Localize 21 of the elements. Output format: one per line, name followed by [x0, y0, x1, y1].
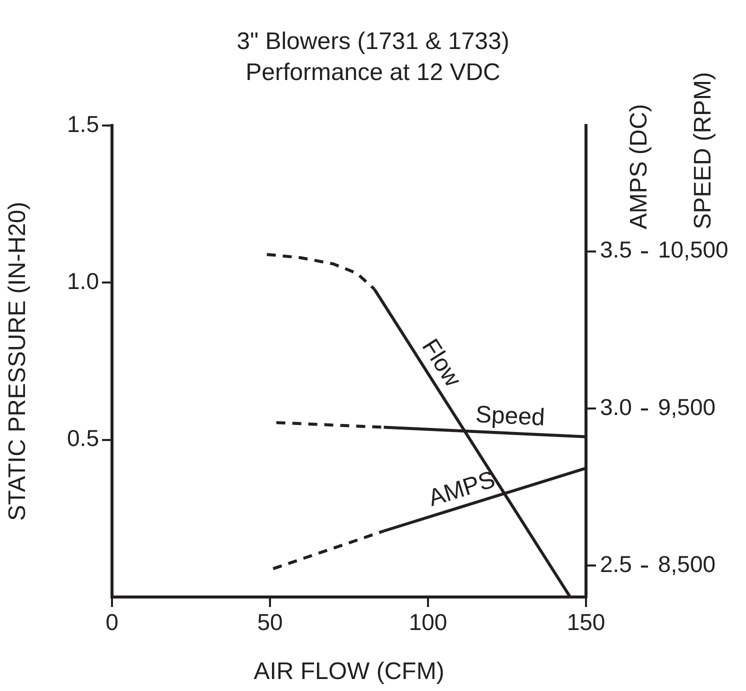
y3-tick-label: 9,500 — [658, 394, 716, 420]
text: AMPS — [425, 466, 498, 512]
x-tick-label: 50 — [257, 609, 283, 636]
y-tick-label: 1.0 — [67, 268, 99, 294]
x-tick-label: 150 — [566, 609, 606, 636]
y-tick-label: 0.5 — [67, 425, 99, 452]
series-label: Speed — [474, 401, 546, 432]
y2-tick-label: 2.5 — [600, 550, 632, 577]
y3-tick-label: 8,500 — [658, 550, 716, 577]
y-axis-title: STATIC PRESSURE (IN-H20) — [4, 202, 32, 521]
x-axis-title: AIR FLOW (CFM) — [254, 658, 444, 686]
y3-axis-title: SPEED (RPM) — [690, 72, 717, 230]
chart-title: 3" Blowers (1731 & 1733) — [236, 28, 510, 56]
chart-subtitle: Performance at 12 VDC — [246, 58, 500, 86]
y2-tick-label: 3.0 — [600, 394, 632, 420]
y2-axis-title: AMPS (DC) — [626, 104, 653, 230]
y2-tick-label: 3.5 — [600, 236, 632, 263]
x-tick-label: 100 — [408, 609, 448, 636]
y-tick-label: 1.5 — [67, 110, 99, 137]
x-tick-label: 0 — [106, 609, 118, 636]
y3-tick-label: 10,500 — [658, 236, 728, 263]
